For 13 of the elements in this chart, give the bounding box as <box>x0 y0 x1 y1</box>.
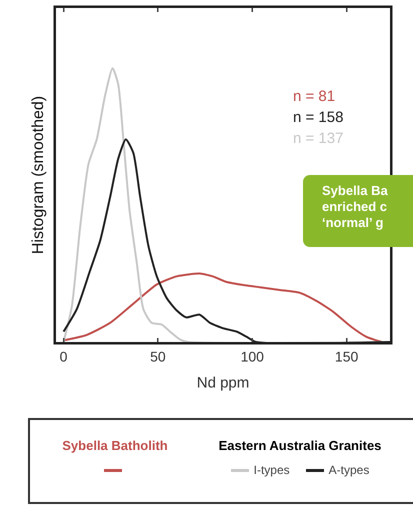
x-axis-title: Nd ppm <box>196 374 250 392</box>
x-tick-label: 150 <box>334 348 358 364</box>
y-axis-title: Histogram (smoothed) <box>30 96 48 254</box>
legend-label: A-types <box>328 463 370 477</box>
annotation: n = 158 <box>293 108 344 128</box>
callout-box: Sybella Ba enriched c ‘normal’ g <box>303 175 413 247</box>
text: Sybella Batholith <box>61 438 169 453</box>
legend-title: Eastern Australia Granites <box>218 438 382 453</box>
x-tick-label: 0 <box>60 348 68 364</box>
legend-label: I-types <box>252 463 290 477</box>
x-tick-label: 100 <box>240 348 264 364</box>
x-tick-label: 50 <box>150 348 166 364</box>
annotation: n = 81 <box>293 87 336 107</box>
